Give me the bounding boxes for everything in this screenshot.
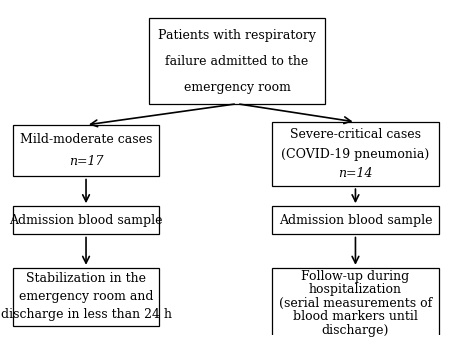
FancyBboxPatch shape (149, 18, 325, 104)
Text: Mild-moderate cases: Mild-moderate cases (20, 133, 152, 146)
Text: discharge): discharge) (322, 323, 389, 337)
FancyBboxPatch shape (13, 125, 159, 176)
Text: failure admitted to the: failure admitted to the (165, 55, 309, 68)
Text: n=17: n=17 (69, 155, 103, 168)
Text: Follow-up during: Follow-up during (301, 270, 410, 283)
Text: (COVID-19 pneumonia): (COVID-19 pneumonia) (282, 148, 429, 161)
Text: Admission blood sample: Admission blood sample (9, 214, 163, 227)
Text: Admission blood sample: Admission blood sample (279, 214, 432, 227)
FancyBboxPatch shape (272, 122, 439, 186)
Text: Severe-critical cases: Severe-critical cases (290, 128, 421, 141)
Text: emergency room and: emergency room and (19, 290, 153, 303)
Text: (serial measurements of: (serial measurements of (279, 297, 432, 310)
Text: discharge in less than 24 h: discharge in less than 24 h (0, 308, 172, 321)
Text: Stabilization in the: Stabilization in the (26, 272, 146, 286)
Text: blood markers until: blood markers until (293, 310, 418, 323)
Text: Patients with respiratory: Patients with respiratory (158, 29, 316, 42)
FancyBboxPatch shape (13, 268, 159, 325)
FancyBboxPatch shape (13, 206, 159, 235)
FancyBboxPatch shape (272, 268, 439, 338)
Text: hospitalization: hospitalization (309, 283, 402, 296)
FancyBboxPatch shape (272, 206, 439, 235)
Text: n=14: n=14 (338, 167, 373, 180)
Text: emergency room: emergency room (183, 81, 291, 94)
